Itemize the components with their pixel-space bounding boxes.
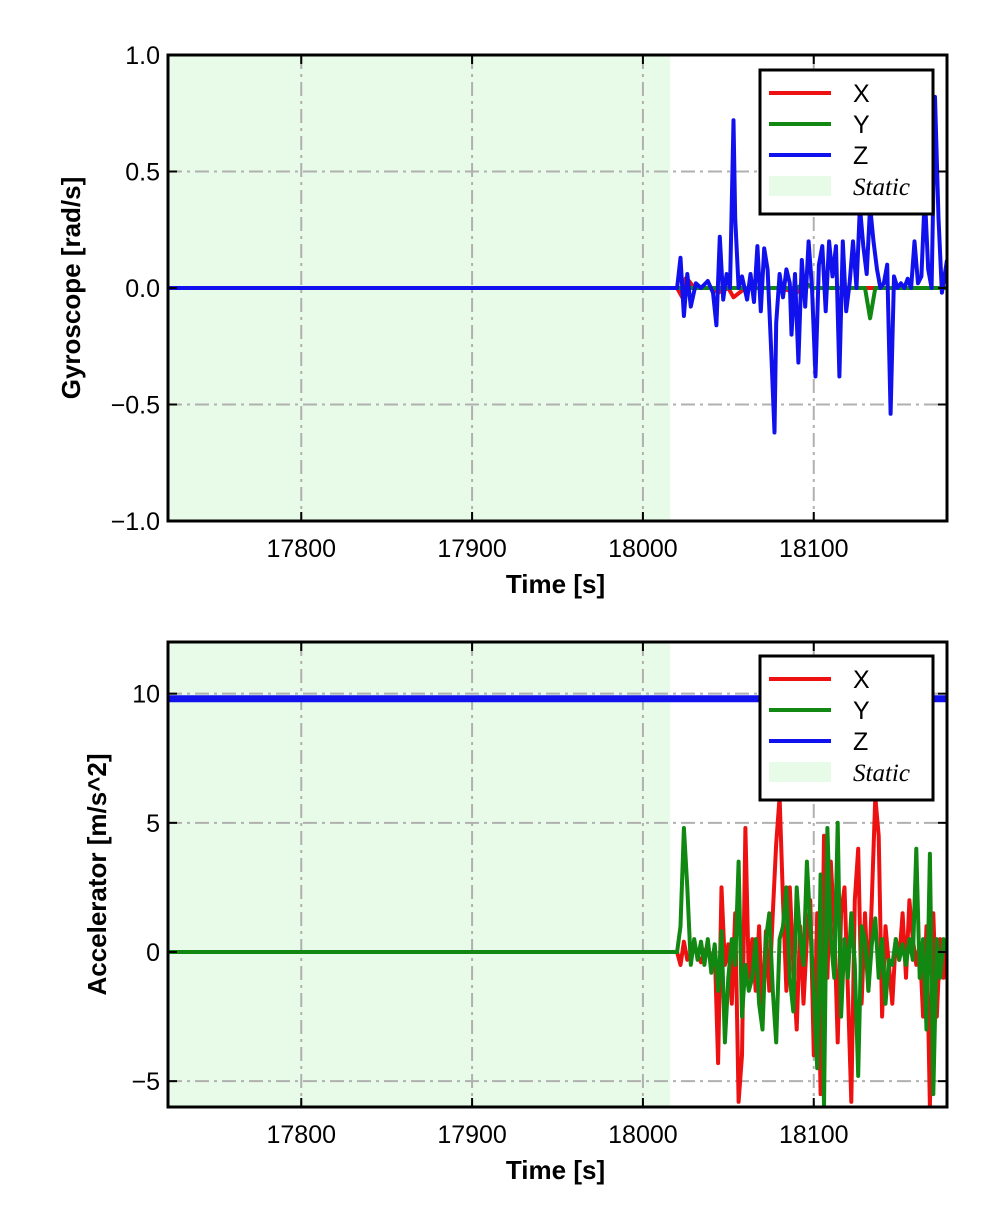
legend-label-z: Z bbox=[853, 728, 868, 756]
plot-frame bbox=[166, 53, 949, 523]
y-tick-label: 1.0 bbox=[125, 42, 160, 70]
x-tick-label: 18100 bbox=[779, 535, 849, 563]
y-tick-label: 0.0 bbox=[125, 275, 160, 303]
x-tick-label: 17800 bbox=[266, 535, 336, 563]
series-line-z bbox=[168, 94, 947, 435]
x-axis-title: Time [s] bbox=[506, 569, 605, 599]
y-tick-label: −0.5 bbox=[111, 392, 160, 420]
legend: XYZ Static bbox=[758, 654, 935, 802]
x-tick-label: 18000 bbox=[608, 535, 678, 563]
y-axis-title: Accelerator [m/s^2] bbox=[82, 753, 112, 995]
x-tick-label: 17800 bbox=[266, 1121, 336, 1149]
y-tick-label: 0 bbox=[146, 939, 160, 967]
series-line-y bbox=[168, 820, 947, 1107]
legend-label-x: X bbox=[853, 666, 870, 694]
plot-frame bbox=[166, 640, 949, 1109]
y-axis-title: Gyroscope [rad/s] bbox=[56, 177, 86, 400]
legend-label-static: Static bbox=[853, 760, 910, 787]
y-tick-label: 10 bbox=[132, 681, 160, 709]
legend-swatch-static bbox=[769, 762, 831, 782]
legend: XYZ Static bbox=[758, 68, 935, 216]
y-tick-label: −1.0 bbox=[111, 508, 160, 536]
series-line-y bbox=[168, 281, 947, 321]
legend-label-y: Y bbox=[853, 111, 870, 139]
x-tick-label: 17900 bbox=[437, 1121, 507, 1149]
legend-label-y: Y bbox=[853, 697, 870, 725]
static-region bbox=[168, 642, 671, 1107]
series-line-x bbox=[168, 795, 947, 1107]
chart-panel-1: 17800 17900 18000 18100 1.0 0.5 0.0 −0.5 −1.0 Tim… bbox=[56, 42, 949, 599]
x-tick-label: 18100 bbox=[779, 1121, 849, 1149]
legend-label-static: Static bbox=[853, 174, 910, 201]
legend-label-z: Z bbox=[853, 142, 868, 170]
x-axis-title: Time [s] bbox=[506, 1155, 605, 1185]
x-tick-label: 18000 bbox=[608, 1121, 678, 1149]
x-tick-label: 17900 bbox=[437, 535, 507, 563]
y-tick-label: 0.5 bbox=[125, 159, 160, 187]
chart-panel-2: 17800 17900 18000 18100 10 5 0 −5 Time [s] Accele… bbox=[82, 640, 949, 1185]
y-tick-label: 5 bbox=[146, 810, 160, 838]
legend-label-x: X bbox=[853, 80, 870, 108]
legend-swatch-static bbox=[769, 176, 831, 196]
y-tick-label: −5 bbox=[131, 1068, 160, 1096]
